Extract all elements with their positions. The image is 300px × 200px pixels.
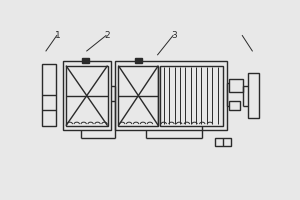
Bar (248, 73, 259, 118)
Text: 2: 2 (105, 31, 110, 40)
Bar (215, 138, 231, 146)
Bar (160, 66, 223, 126)
Bar (115, 61, 227, 130)
Bar (118, 66, 158, 126)
Text: 3: 3 (172, 31, 177, 40)
Text: 1: 1 (56, 31, 61, 40)
Bar (63, 61, 111, 130)
Bar (66, 66, 108, 126)
Bar (42, 64, 56, 126)
Bar (229, 101, 240, 110)
Bar (135, 58, 142, 62)
Bar (82, 58, 89, 62)
Bar (229, 79, 243, 92)
